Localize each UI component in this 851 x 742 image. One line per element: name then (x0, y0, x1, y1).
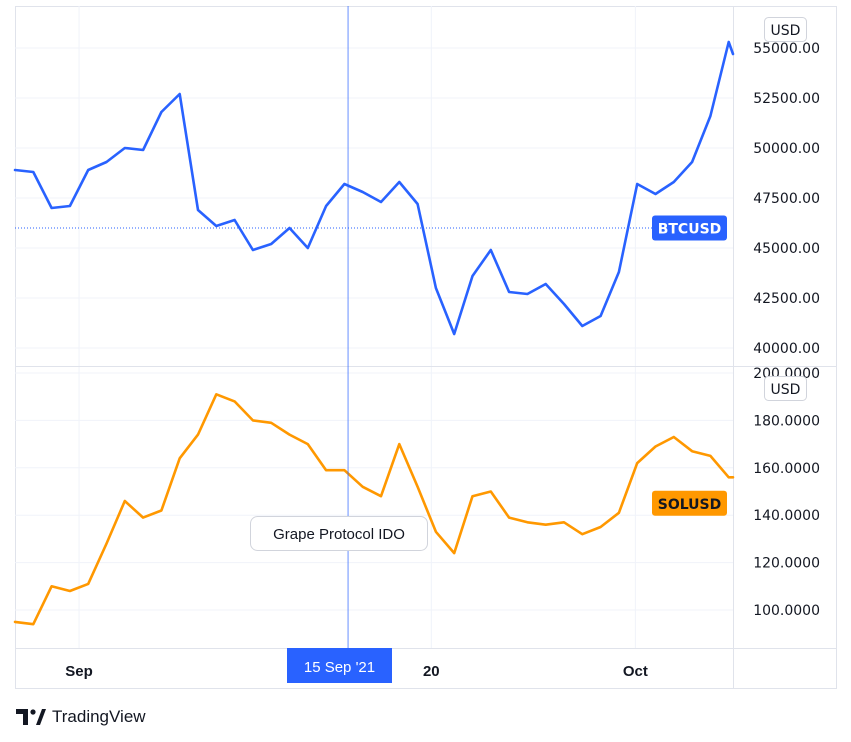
annotation-box (250, 516, 428, 551)
btc-currency-box[interactable] (764, 17, 807, 42)
annotation-callout[interactable]: Grape Protocol IDO (250, 516, 428, 551)
tradingview-logo[interactable]: TradingView (16, 706, 146, 728)
x-tick-label: 20 (423, 663, 440, 680)
solusd-series-line[interactable] (13, 392, 735, 626)
tradingview-logo-text: TradingView (52, 707, 146, 726)
tradingview-logo-icon (16, 709, 46, 725)
grid-lines (15, 6, 733, 648)
time-axis[interactable]: Sep 20 Oct (65, 663, 648, 680)
sol-symbol-badge[interactable]: SOLUSD (652, 490, 727, 516)
sol-price-scale[interactable]: 100.0000 120.0000 140.0000 160.0000 180.0000… (753, 366, 820, 619)
y-tick-label: 42500.00 (753, 291, 820, 307)
y-tick-label: 100.0000 (753, 603, 820, 619)
btc-symbol-badge[interactable]: BTCUSD (652, 215, 727, 241)
annotation-text: Grape Protocol IDO (273, 526, 405, 543)
btc-currency-label: USD (771, 23, 801, 39)
crosshair-date-label: 15 Sep '21 (287, 648, 392, 683)
crosshair-date-text: 15 Sep '21 (304, 659, 375, 676)
btc-currency-button[interactable]: USD (764, 17, 807, 42)
btc-pane[interactable] (13, 40, 735, 336)
sol-pane[interactable] (13, 392, 735, 626)
y-tick-label: 50000.00 (753, 141, 820, 157)
sol-currency-button[interactable]: USD (764, 376, 807, 401)
crosshair-date-bg (287, 648, 392, 683)
x-tick-label: Oct (623, 663, 648, 680)
sol-currency-label: USD (771, 382, 801, 398)
y-tick-label: 40000.00 (753, 341, 820, 357)
x-tick-label: Sep (65, 663, 93, 680)
sol-currency-box[interactable] (764, 376, 807, 401)
y-tick-label: 140.0000 (753, 508, 820, 524)
y-tick-label: 47500.00 (753, 191, 820, 207)
y-tick-label: 45000.00 (753, 241, 820, 257)
y-tick-label: 160.0000 (753, 461, 820, 477)
btc-badge-bg (652, 215, 727, 241)
btc-price-scale[interactable]: 40000.00 42500.00 45000.00 47500.00 50000.00… (753, 41, 820, 357)
y-tick-label: 52500.00 (753, 91, 820, 107)
y-tick-label: 180.0000 (753, 413, 820, 429)
y-tick-label: 55000.00 (753, 41, 820, 57)
y-tick-label: 120.0000 (753, 556, 820, 572)
btc-badge-label: BTCUSD (658, 222, 722, 238)
sol-badge-label: SOLUSD (658, 497, 721, 513)
sol-badge-bg (652, 490, 727, 516)
